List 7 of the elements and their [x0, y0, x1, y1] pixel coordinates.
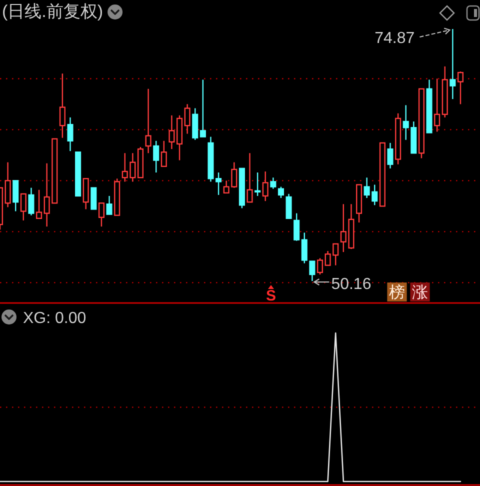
annotation: 50.16 [331, 276, 372, 293]
chart-title: (日线.前复权) [2, 2, 104, 21]
chart-title: XG: 0.00 [23, 310, 86, 327]
text: 涨 [412, 284, 428, 302]
text: S [266, 288, 276, 304]
annotation: 74.87 [374, 30, 415, 47]
text: 榜 [389, 284, 405, 302]
